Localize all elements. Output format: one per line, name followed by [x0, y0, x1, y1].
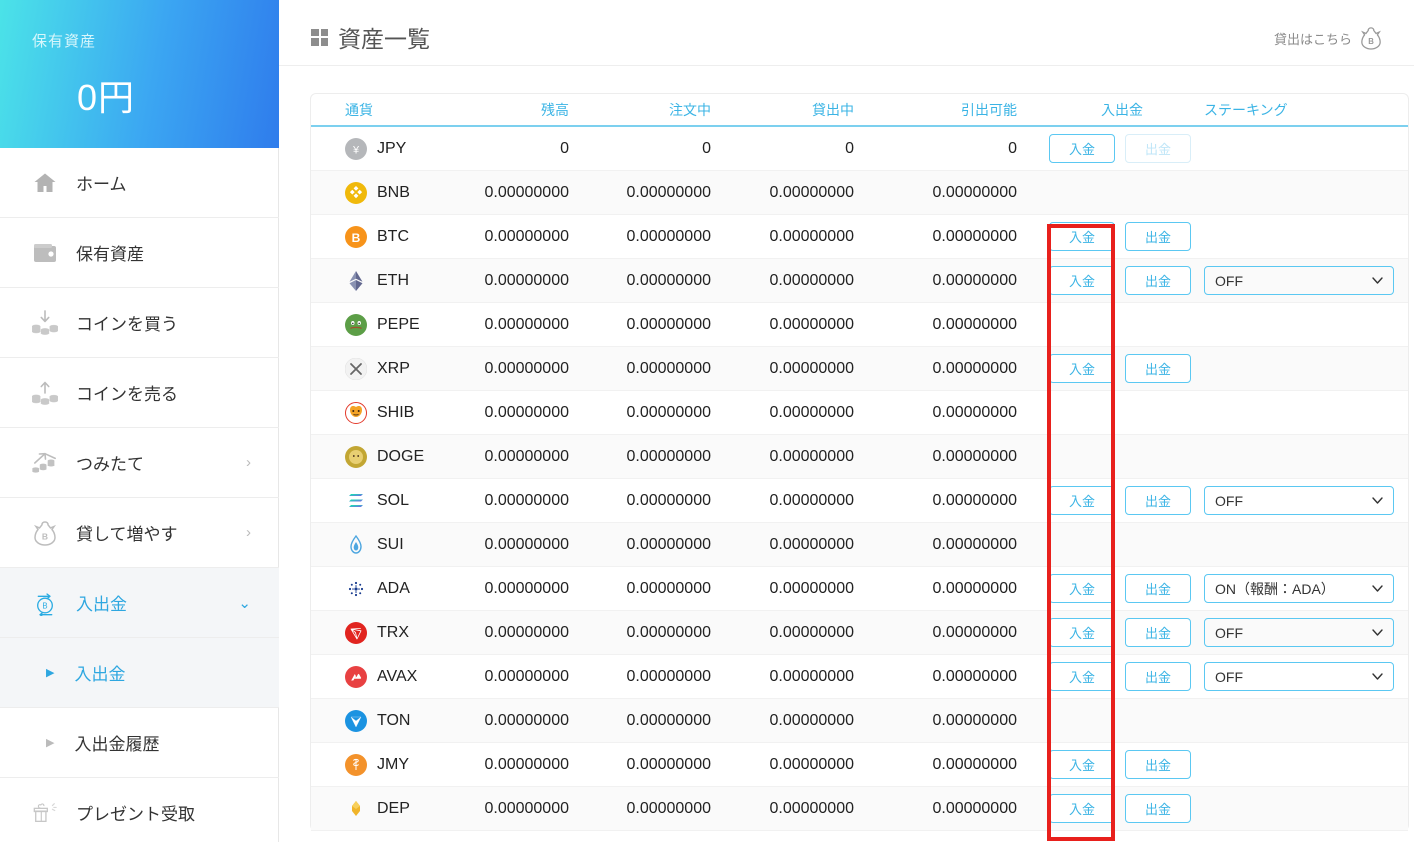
svg-text:B: B — [42, 601, 47, 610]
svg-text:B: B — [42, 531, 48, 541]
svg-text:B: B — [352, 230, 361, 244]
svg-text:¥: ¥ — [352, 144, 360, 156]
svg-text:B: B — [1368, 37, 1374, 46]
